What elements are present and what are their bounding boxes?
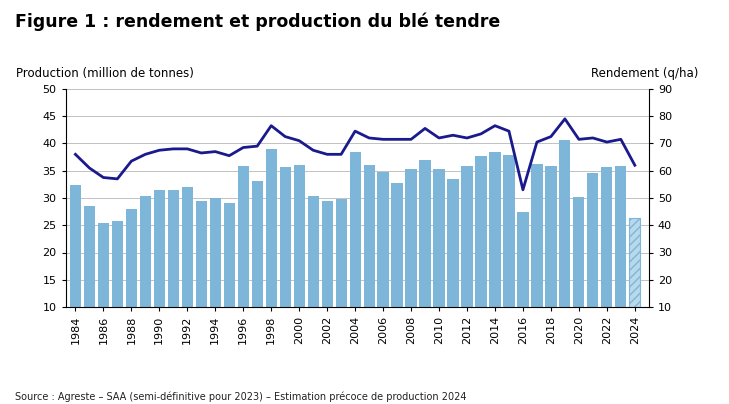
Bar	[405, 169, 417, 362]
Text: Production (million de tonnes): Production (million de tonnes)	[16, 67, 194, 80]
Bar	[434, 168, 445, 362]
Bar	[378, 173, 389, 362]
Bar	[84, 206, 95, 362]
Bar	[559, 140, 571, 362]
Text: Figure 1 : rendement et production du blé tendre: Figure 1 : rendement et production du bl…	[15, 12, 500, 31]
Bar	[475, 156, 486, 362]
Bar	[98, 223, 109, 362]
Bar	[252, 181, 263, 362]
Bar	[419, 160, 431, 362]
Bar	[112, 221, 123, 362]
Bar	[364, 165, 375, 362]
Bar	[489, 152, 501, 362]
Bar	[629, 218, 640, 362]
Bar	[280, 167, 291, 362]
Bar	[448, 179, 459, 362]
Bar	[125, 209, 137, 362]
Text: Source : Agreste – SAA (semi-définitive pour 2023) – Estimation précoce de produ: Source : Agreste – SAA (semi-définitive …	[15, 391, 466, 402]
Bar	[294, 165, 305, 362]
Bar	[168, 190, 179, 362]
Bar	[335, 199, 347, 362]
Bar	[588, 173, 599, 362]
Bar	[573, 198, 585, 362]
Bar	[545, 166, 556, 362]
Text: Rendement (q/ha): Rendement (q/ha)	[591, 67, 698, 80]
Bar	[518, 212, 529, 362]
Bar	[461, 166, 472, 362]
Bar	[238, 166, 249, 362]
Bar	[391, 183, 402, 362]
Bar	[195, 201, 207, 362]
Bar	[154, 190, 165, 362]
Bar	[224, 203, 235, 362]
Bar	[503, 156, 515, 362]
Bar	[140, 196, 151, 362]
Bar	[531, 164, 542, 362]
Bar	[265, 149, 277, 362]
Bar	[182, 187, 193, 362]
Bar	[210, 198, 221, 362]
Bar	[601, 167, 612, 362]
Bar	[349, 152, 361, 362]
Bar	[615, 166, 626, 362]
Bar	[308, 196, 319, 362]
Bar	[321, 201, 332, 362]
Bar	[70, 185, 81, 362]
